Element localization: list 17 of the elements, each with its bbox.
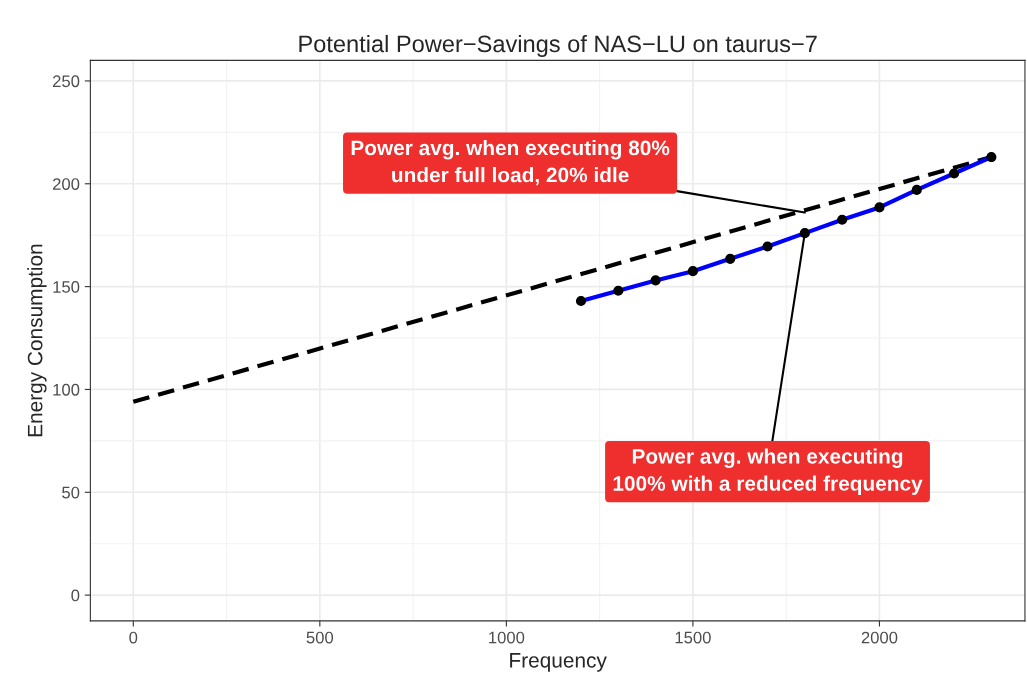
x-tick-label: 2000 bbox=[861, 631, 898, 644]
x-tick-label: 1000 bbox=[489, 631, 525, 644]
x-tick-label: 1500 bbox=[675, 631, 711, 644]
y-tick-label: 250 bbox=[52, 75, 80, 88]
y-tick-label: 50 bbox=[62, 486, 80, 499]
y-tick-label: 100 bbox=[53, 383, 80, 396]
x-tick-label: 0 bbox=[129, 631, 138, 644]
y-axis-title: Energy Consumption bbox=[27, 244, 47, 437]
x-tick-label: 500 bbox=[306, 631, 334, 644]
y-tick-label: 200 bbox=[52, 178, 80, 190]
annotation: Power avg. when executing 80% under full load, 20% idle bbox=[351, 139, 670, 186]
point bbox=[986, 151, 997, 163]
chart-title: Potential Power−Savings of NAS−LU on taurus−7 bbox=[299, 34, 817, 57]
annotation: Power avg. when executing 100% with a reduced frequency bbox=[613, 448, 923, 495]
x-axis-title: Frequency bbox=[510, 653, 607, 672]
y-tick-label: 150 bbox=[53, 281, 80, 293]
y-tick-label: 0 bbox=[71, 589, 80, 602]
